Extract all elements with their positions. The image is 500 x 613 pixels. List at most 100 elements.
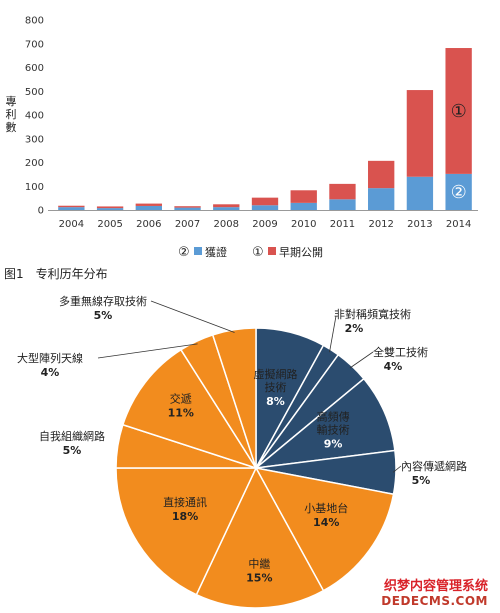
bar-segment [251,205,279,210]
bar-segment [96,208,124,210]
pie-slice [253,377,396,470]
pie-slice [211,327,257,469]
y-tick-label: 400 [25,111,44,122]
bar-segment [174,207,201,210]
bar-segment [96,206,124,209]
legend-marker: ① [252,245,264,260]
pie-leader-line [97,343,198,359]
bar-segment [290,202,317,210]
x-tick-label: 2004 [59,219,84,230]
y-tick-label: 300 [25,134,44,145]
bar-segment [135,205,162,210]
pie-slice-label: 非對稱頻寬技術 [334,307,411,321]
x-tick-label: 2010 [291,219,316,230]
pie-slice-label: 交遞 [170,392,192,406]
pie-slice [115,467,258,596]
y-tick-label: 800 [25,16,44,27]
pie-slice-percent: 4% [384,360,403,373]
x-tick-label: 2011 [330,219,355,230]
legend-swatch [194,247,202,255]
pie-slice-percent: 14% [313,516,339,529]
bar-segment [445,48,472,174]
bar-segment [174,206,201,208]
pie-slice-percent: 9% [324,438,343,451]
x-axis-ticks: 2004 2005 2006 2007 2008 2009 2010 2011 2012 2013… [59,219,472,230]
bar-segment [329,199,356,210]
bar-marks [58,48,472,210]
y-tick-label: 100 [25,182,44,193]
x-tick-label: 2007 [175,219,200,230]
bar-segment [290,190,317,203]
pie-leader-line [392,465,402,473]
pie-slice [195,466,325,609]
pie-slice-percent: 2% [345,322,364,335]
bar-segment [58,207,85,210]
y-tick-label: 600 [25,63,44,74]
x-tick-label: 2009 [252,219,277,230]
x-tick-label: 2013 [407,219,432,230]
pie-slice-percent: 5% [63,444,82,457]
x-tick-label: 2014 [446,219,471,230]
bar-segment [445,173,472,210]
pie-slice-label: 直接通訊 [163,495,207,509]
x-tick-label: 2012 [368,219,393,230]
watermark-line1: 织梦内容管理系统 [384,578,488,594]
bar-segment [251,197,279,206]
pie-labels: 虛擬網路技術8%非對稱頻寬技術2%全雙工技術4%高頻傳輸技術9%內容傳遞網路5%… [17,294,467,584]
legend-label: 獲證 [205,245,227,259]
legend-marker: ② [178,245,190,260]
pie-slice-label: 大型陣列天線 [17,351,83,365]
pie-slice-percent: 4% [41,366,60,379]
pie-slice-percent: 18% [172,510,198,523]
bar-segment [368,188,395,210]
pie-leader-line [329,315,337,353]
pie-slices [115,327,397,609]
figure-caption: 图1 专利历年分布 [4,266,108,281]
pie-leader-line [349,351,374,369]
pie-slice-percent: 5% [412,474,431,487]
bar-segment [213,204,240,208]
pie-slice-label: 輸技術 [317,423,350,437]
bar-segment [406,90,434,177]
x-tick-label: 2006 [136,219,161,230]
pie-slice-label: 高頻傳 [317,410,350,424]
pie-slice-label: 內容傳遞網路 [401,459,467,473]
y-tick-label: 700 [25,39,44,50]
pie-slice-percent: 8% [266,395,285,408]
y-tick-label: 200 [25,158,44,169]
y-axis-label-char: 數 [6,121,17,134]
bar-annotations: ①② [451,101,467,203]
y-axis-label: 專利數 [6,95,17,134]
bar-segment [135,203,162,206]
y-tick-label: 0 [38,206,44,217]
watermark: 织梦内容管理系统 DEDECMS.COM [381,578,488,608]
pie-slice [254,466,395,592]
bar-annotation-upper: ① [451,101,467,122]
bar-segment [406,176,434,210]
pie-slice-label: 中繼 [248,556,270,570]
y-tick-label: 500 [25,87,44,98]
x-tick-label: 2008 [214,219,239,230]
x-tick-label: 2005 [97,219,122,230]
legend-swatch [268,247,276,255]
pie-chart: 虛擬網路技術8%非對稱頻寬技術2%全雙工技術4%高頻傳輸技術9%內容傳遞網路5%… [17,294,467,609]
pie-slice-percent: 11% [168,407,194,420]
y-axis-label-char: 利 [6,108,17,121]
bar-segment [58,205,85,208]
legend-label: 早期公開 [279,246,323,259]
pie-slice-label: 虛擬網路 [253,367,297,381]
pie-slice [121,348,258,470]
pie-slice-percent: 5% [94,309,113,322]
pie-slice-label: 全雙工技術 [373,345,428,359]
bar-legend: ② 獲證 ① 早期公開 [178,245,323,260]
bar-segment [329,183,356,200]
y-axis-label-char: 專 [6,95,17,108]
pie-leader-line [150,300,235,333]
pie-slice-percent: 15% [246,571,272,584]
bar-segment [368,160,395,189]
pie-slice-label: 自我組織網路 [39,429,105,443]
pie-slice-label: 技術 [264,381,286,394]
pie-slice-label: 多重無線存取技術 [59,294,147,308]
